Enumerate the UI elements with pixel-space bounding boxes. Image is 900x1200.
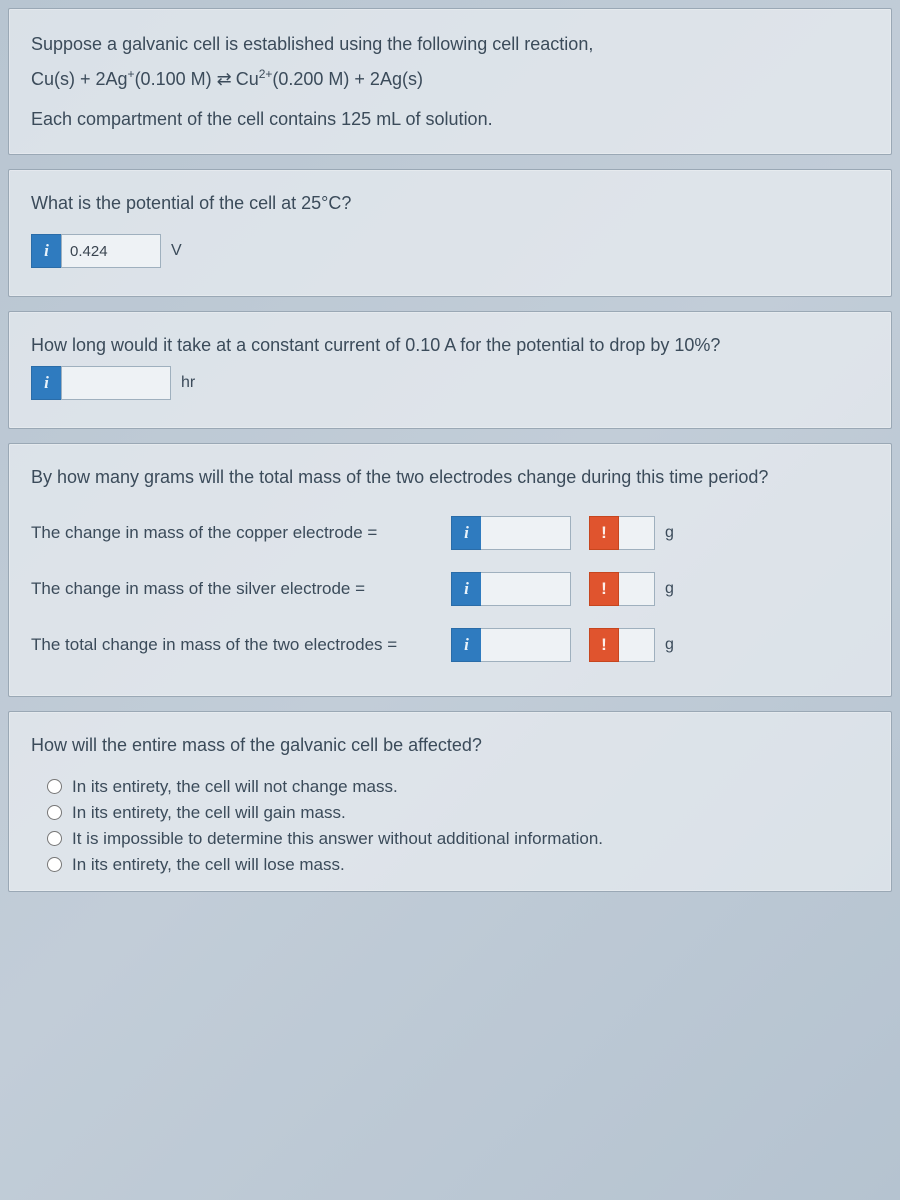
question-page: Suppose a galvanic cell is established u… [0, 0, 900, 892]
q2-input-row: i hr [31, 366, 869, 400]
q4-option-label: It is impossible to determine this answe… [72, 829, 603, 849]
q2-answer-input[interactable] [61, 366, 171, 400]
q4-option-gain[interactable]: In its entirety, the cell will gain mass… [47, 803, 869, 823]
warning-icon[interactable]: ! [589, 628, 619, 662]
intro-panel: Suppose a galvanic cell is established u… [8, 8, 892, 155]
mass-inputs-copper: i ! g [451, 516, 674, 550]
q2-panel: How long would it take at a constant cur… [8, 311, 892, 429]
q4-radio-2[interactable] [47, 831, 62, 846]
silver-mass-warn-input[interactable] [619, 572, 655, 606]
q3-question: By how many grams will the total mass of… [31, 464, 869, 490]
intro-line1: Suppose a galvanic cell is established u… [31, 31, 869, 57]
info-icon[interactable]: i [31, 366, 61, 400]
q2-question: How long would it take at a constant cur… [31, 332, 869, 358]
q1-answer-input[interactable] [61, 234, 161, 268]
silver-unit: g [665, 580, 674, 598]
warning-icon[interactable]: ! [589, 516, 619, 550]
mass-inputs-silver: i ! g [451, 572, 674, 606]
info-icon[interactable]: i [451, 572, 481, 606]
total-mass-warn-input[interactable] [619, 628, 655, 662]
q4-radio-1[interactable] [47, 805, 62, 820]
eqn-sup: + [128, 67, 135, 81]
eqn-part: Cu [231, 69, 259, 89]
q4-radio-3[interactable] [47, 857, 62, 872]
copper-mass-input[interactable] [481, 516, 571, 550]
q4-option-no-change[interactable]: In its entirety, the cell will not chang… [47, 777, 869, 797]
mass-rows: The change in mass of the copper electro… [31, 516, 869, 662]
copper-unit: g [665, 524, 674, 542]
copper-mass-warn-input[interactable] [619, 516, 655, 550]
q4-options: In its entirety, the cell will not chang… [31, 777, 869, 875]
q4-option-lose[interactable]: In its entirety, the cell will lose mass… [47, 855, 869, 875]
eqn-sup: 2+ [259, 67, 273, 81]
q4-panel: How will the entire mass of the galvanic… [8, 711, 892, 891]
warning-icon[interactable]: ! [589, 572, 619, 606]
mass-label-silver: The change in mass of the silver electro… [31, 579, 451, 599]
q4-question: How will the entire mass of the galvanic… [31, 732, 869, 758]
q1-input-row: i V [31, 234, 869, 268]
reaction-equation: Cu(s) + 2Ag+(0.100 M) ⇄ Cu2+(0.200 M) + … [31, 67, 869, 90]
equilibrium-arrows-icon: ⇄ [217, 69, 231, 89]
mass-inputs-total: i ! g [451, 628, 674, 662]
q4-option-label: In its entirety, the cell will not chang… [72, 777, 398, 797]
eqn-part: (0.100 M) [135, 69, 217, 89]
q4-option-impossible[interactable]: It is impossible to determine this answe… [47, 829, 869, 849]
mass-row-silver: The change in mass of the silver electro… [31, 572, 869, 606]
mass-label-total: The total change in mass of the two elec… [31, 635, 451, 655]
silver-mass-input[interactable] [481, 572, 571, 606]
q3-panel: By how many grams will the total mass of… [8, 443, 892, 697]
mass-label-copper: The change in mass of the copper electro… [31, 523, 451, 543]
q1-question: What is the potential of the cell at 25°… [31, 190, 869, 216]
q1-unit: V [171, 242, 182, 260]
total-unit: g [665, 636, 674, 654]
mass-row-copper: The change in mass of the copper electro… [31, 516, 869, 550]
mass-row-total: The total change in mass of the two elec… [31, 628, 869, 662]
info-icon[interactable]: i [451, 516, 481, 550]
info-icon[interactable]: i [451, 628, 481, 662]
eqn-part: (0.200 M) + 2Ag(s) [272, 69, 423, 89]
q4-radio-0[interactable] [47, 779, 62, 794]
intro-line3: Each compartment of the cell contains 12… [31, 106, 869, 132]
q1-panel: What is the potential of the cell at 25°… [8, 169, 892, 297]
info-icon[interactable]: i [31, 234, 61, 268]
q2-unit: hr [181, 374, 195, 392]
eqn-part: Cu(s) + 2Ag [31, 69, 128, 89]
q4-option-label: In its entirety, the cell will gain mass… [72, 803, 346, 823]
total-mass-input[interactable] [481, 628, 571, 662]
q4-option-label: In its entirety, the cell will lose mass… [72, 855, 345, 875]
